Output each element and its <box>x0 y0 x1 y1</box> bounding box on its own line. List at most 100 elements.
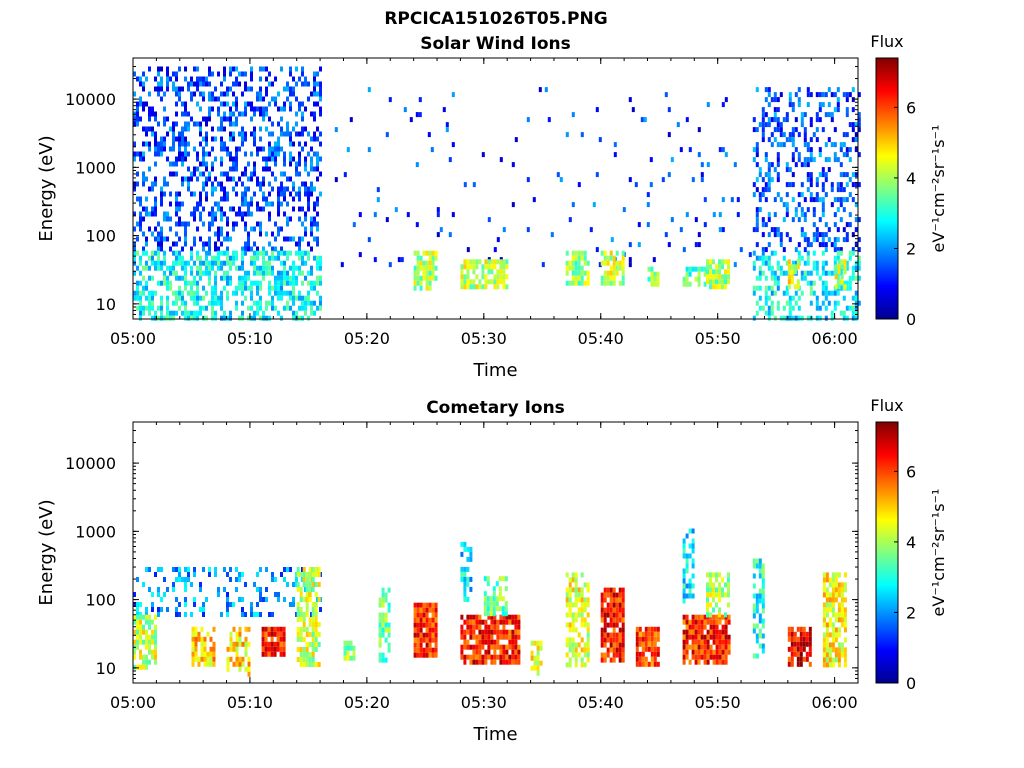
flux-cell <box>460 624 464 630</box>
flux-cell <box>160 597 163 602</box>
flux-cell <box>843 637 847 643</box>
flux-cell <box>618 260 622 266</box>
flux-cell <box>764 310 768 316</box>
flux-cell <box>139 639 142 645</box>
flux-cell <box>175 111 178 117</box>
flux-cell <box>250 211 253 217</box>
flux-cell <box>232 290 235 296</box>
flux-cell <box>307 270 310 276</box>
flux-cell <box>271 270 274 276</box>
flux-cell <box>241 131 244 137</box>
flux-cell <box>788 315 792 321</box>
flux-cell <box>511 634 515 640</box>
flux-cell <box>637 222 641 228</box>
flux-cell <box>840 612 844 618</box>
flux-cell <box>282 631 286 637</box>
flux-cell <box>211 136 214 142</box>
flux-cell <box>502 279 506 285</box>
flux-cell <box>199 236 202 242</box>
flux-cell <box>571 652 575 658</box>
flux-cell <box>761 137 765 143</box>
flux-cell <box>571 647 575 653</box>
flux-cell <box>851 275 855 281</box>
flux-cell <box>425 280 429 286</box>
flux-cell <box>845 265 849 271</box>
flux-cell <box>298 156 301 162</box>
flux-cell <box>226 151 229 157</box>
flux-cell <box>565 587 569 593</box>
flux-cell <box>574 260 578 266</box>
flux-cell <box>733 162 737 168</box>
flux-cell <box>193 206 196 212</box>
flux-cell <box>289 236 292 242</box>
flux-cell <box>478 629 482 635</box>
flux-cell <box>280 191 283 197</box>
flux-cell <box>314 567 318 572</box>
flux-cell <box>609 642 613 648</box>
flux-cell <box>825 607 829 613</box>
flux-cell <box>806 92 810 98</box>
flux-cell <box>489 596 493 602</box>
flux-cell <box>755 563 759 569</box>
flux-cell <box>273 651 277 657</box>
flux-cell <box>352 222 356 228</box>
flux-cell <box>262 315 265 321</box>
flux-cell <box>514 614 518 620</box>
flux-cell <box>842 172 846 178</box>
flux-cell <box>244 226 247 232</box>
flux-cell <box>148 265 151 271</box>
flux-cell <box>724 634 728 640</box>
flux-cell <box>223 126 226 132</box>
flux-cell <box>304 305 307 311</box>
flux-cell <box>586 622 590 628</box>
flux-cell <box>586 627 590 633</box>
flux-cell <box>487 629 491 635</box>
flux-cell <box>373 212 377 218</box>
flux-cell <box>712 587 715 593</box>
flux-cell <box>247 666 251 672</box>
flux-cell <box>758 207 762 213</box>
flux-cell <box>628 177 632 183</box>
flux-cell <box>755 638 759 644</box>
flux-cell <box>197 631 201 637</box>
flux-cell <box>229 315 232 321</box>
flux-cell <box>824 305 828 311</box>
flux-cell <box>199 76 202 82</box>
x-tick-label: 05:20 <box>344 329 390 348</box>
flux-cell <box>436 207 440 213</box>
flux-cell <box>758 618 762 624</box>
flux-cell <box>843 612 847 618</box>
flux-cell <box>782 255 786 261</box>
flux-cell <box>378 632 382 638</box>
flux-cell <box>484 619 488 625</box>
flux-cell <box>526 177 530 183</box>
flux-cell <box>495 581 499 587</box>
flux-cell <box>277 146 280 152</box>
flux-cell <box>172 161 175 167</box>
flux-cell <box>238 577 241 582</box>
flux-cell <box>733 262 737 268</box>
flux-cell <box>316 136 319 142</box>
flux-cell <box>517 629 521 635</box>
flux-cell <box>837 592 841 598</box>
flux-cell <box>685 533 689 539</box>
flux-cell <box>235 81 238 87</box>
flux-cell <box>721 577 724 583</box>
flux-cell <box>764 112 768 118</box>
flux-cell <box>184 602 187 607</box>
flux-cell <box>821 202 825 208</box>
flux-cell <box>496 284 500 290</box>
flux-cell <box>154 86 157 92</box>
flux-cell <box>250 602 253 607</box>
flux-cell <box>184 270 187 276</box>
flux-cell <box>505 634 509 640</box>
flux-cell <box>187 186 190 192</box>
flux-cell <box>586 652 590 658</box>
flux-cell <box>612 657 616 663</box>
flux-cell <box>755 142 759 148</box>
flux-cell <box>187 315 190 321</box>
flux-cell <box>187 81 190 87</box>
flux-cell <box>782 247 786 253</box>
flux-cell <box>148 310 151 316</box>
flux-cell <box>274 285 277 291</box>
